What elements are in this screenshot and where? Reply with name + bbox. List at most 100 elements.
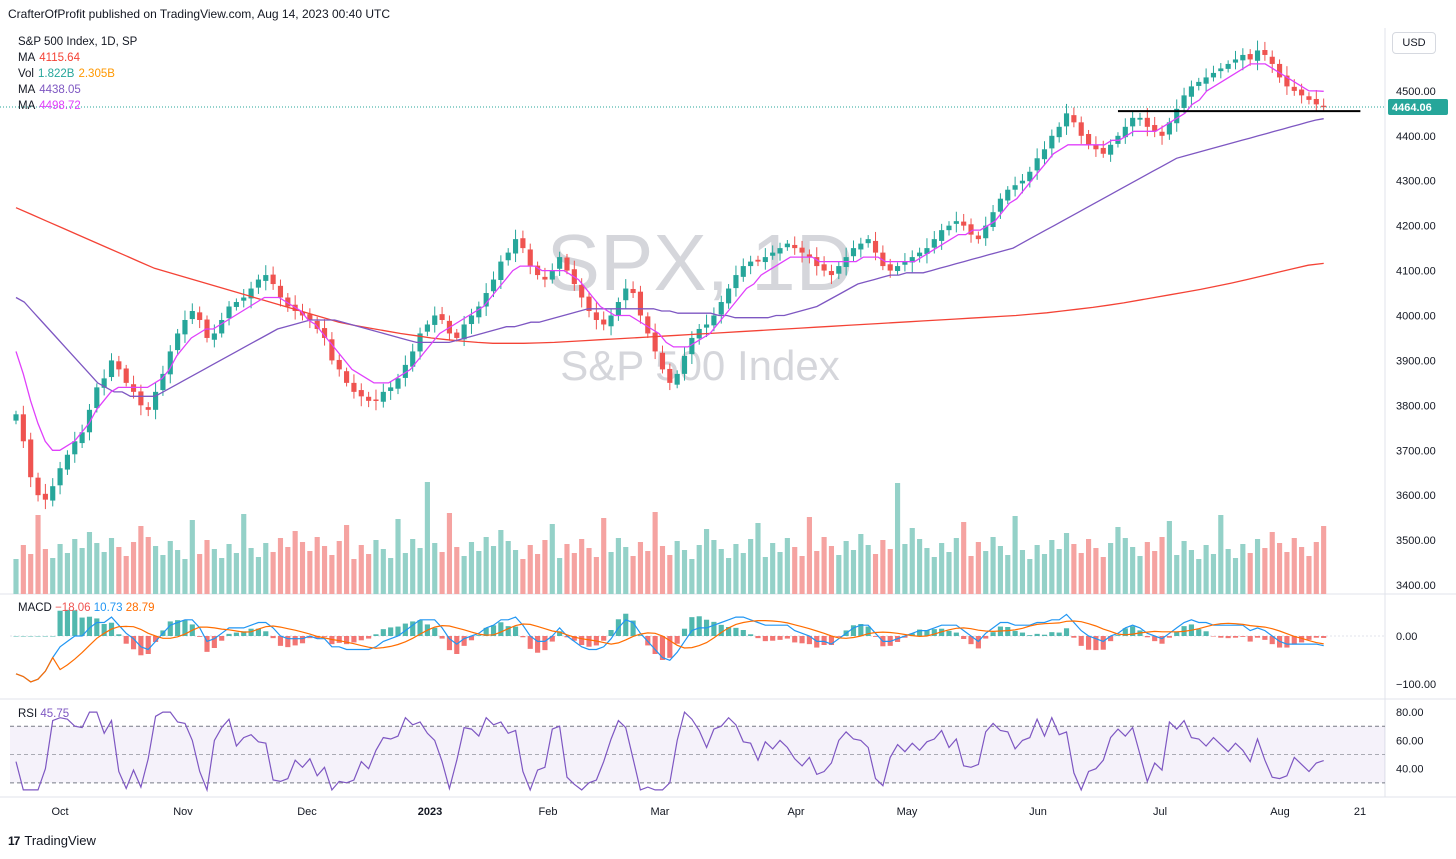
candle-body xyxy=(1196,81,1202,86)
volume-bar xyxy=(439,552,445,594)
macd-histogram-bar xyxy=(909,633,915,636)
candle-body xyxy=(336,359,342,370)
macd-histogram-bar xyxy=(608,630,614,636)
macd-histogram-bar xyxy=(1299,636,1305,643)
macd-histogram-bar xyxy=(924,630,930,636)
volume-bar xyxy=(204,540,210,594)
candle-body xyxy=(1218,68,1224,72)
macd-histogram-bar xyxy=(285,636,291,648)
volume-bar xyxy=(748,539,754,594)
volume-bar xyxy=(755,523,761,594)
macd-histogram-bar xyxy=(1085,636,1092,650)
time-tick-label: May xyxy=(897,806,918,818)
macd-histogram-bar xyxy=(211,636,217,648)
volume-bar xyxy=(527,545,533,594)
macd-histogram-bar xyxy=(806,636,812,645)
volume-bar xyxy=(1012,516,1018,594)
vol-legend: Vol 1.822B 2.305B xyxy=(18,66,137,82)
macd-histogram-bar xyxy=(336,636,342,643)
candle-body xyxy=(366,396,372,401)
candle-body xyxy=(806,254,812,258)
macd-histogram-bar xyxy=(263,631,269,636)
currency-button[interactable]: USD xyxy=(1392,32,1436,54)
candle-body xyxy=(645,316,651,334)
ma1-legend: MA 4115.64 xyxy=(18,50,137,66)
macd-histogram-bar xyxy=(1291,636,1297,645)
macd-histogram-bar xyxy=(740,630,746,636)
volume-bar xyxy=(968,556,974,594)
candle-body xyxy=(116,361,122,370)
candle-body xyxy=(94,387,100,409)
volume-bar xyxy=(1188,550,1194,594)
macd-histogram-bar xyxy=(1262,636,1268,640)
macd-histogram-bar xyxy=(1012,630,1018,636)
macd-histogram-bar xyxy=(961,636,967,639)
candle-body xyxy=(887,264,893,271)
candle-body xyxy=(219,319,225,334)
candle-body xyxy=(314,320,320,329)
macd-histogram-bar xyxy=(344,636,350,645)
time-tick-label: Feb xyxy=(539,806,558,818)
macd-histogram-bar xyxy=(674,636,680,644)
price-tick-label: 4100.00 xyxy=(1396,266,1436,278)
candle-body xyxy=(255,279,262,288)
volume-bar xyxy=(696,545,702,594)
price-tick-label: 3900.00 xyxy=(1396,355,1436,367)
macd-histogram-bar xyxy=(1196,629,1202,636)
candle-body xyxy=(123,368,129,383)
macd-histogram-bar xyxy=(931,629,937,636)
volume-bar xyxy=(828,546,835,594)
volume-bar xyxy=(931,557,937,594)
macd-histogram-bar xyxy=(1034,633,1040,636)
volume-bar xyxy=(1166,521,1172,594)
price-tick-label: 4000.00 xyxy=(1396,310,1436,322)
macd-histogram-bar xyxy=(1240,636,1246,637)
last-price-label: 4464.06 xyxy=(1392,102,1432,114)
volume-bar xyxy=(659,546,666,594)
candle-body xyxy=(814,257,820,267)
macd-histogram-bar xyxy=(512,626,519,636)
candle-body xyxy=(1203,77,1209,84)
candle-body xyxy=(138,391,144,406)
macd-histogram-bar xyxy=(1321,636,1327,638)
volume-bar xyxy=(512,550,519,594)
macd-histogram-bar xyxy=(13,636,19,637)
candle-body xyxy=(674,373,680,385)
candle-body xyxy=(1152,125,1158,132)
macd-histogram-bar xyxy=(299,636,306,644)
candle-body xyxy=(167,351,173,375)
time-tick-label: Aug xyxy=(1270,806,1290,818)
candle-body xyxy=(630,288,636,294)
candle-body xyxy=(1232,59,1239,63)
volume-bar xyxy=(520,559,526,594)
candle-body xyxy=(792,244,798,249)
candle-body xyxy=(432,315,438,325)
volume-bar xyxy=(226,544,232,594)
macd-histogram-bar xyxy=(1063,628,1070,636)
macd-histogram-bar xyxy=(505,626,511,636)
volume-bar xyxy=(1232,558,1239,594)
macd-line xyxy=(15,613,1324,683)
ma2-label: MA xyxy=(18,84,36,96)
candle-body xyxy=(211,333,217,340)
price-tick-label: 4500.00 xyxy=(1396,86,1436,98)
candle-body xyxy=(153,391,159,410)
volume-bar xyxy=(255,557,262,594)
candle-body xyxy=(1166,122,1172,135)
candle-body xyxy=(872,240,879,253)
macd-histogram-bar xyxy=(219,636,225,641)
footer-brand[interactable]: 17 TradingView xyxy=(8,833,96,848)
macd-histogram-bar xyxy=(86,616,93,636)
price-tick-label: 3500.00 xyxy=(1396,535,1436,547)
volume-bar xyxy=(1210,554,1217,594)
candle-body xyxy=(512,239,519,254)
ma2-legend: MA 4438.05 xyxy=(18,82,137,98)
publish-header: CrafterOfProfit published on TradingView… xyxy=(8,7,390,21)
candle-body xyxy=(748,261,754,267)
volume-bar xyxy=(79,548,85,594)
price-tick-label: 3700.00 xyxy=(1396,445,1436,457)
rsi-tick-label: 60.00 xyxy=(1396,735,1424,747)
macd-histogram-bar xyxy=(711,621,717,636)
macd-histogram-bar xyxy=(130,636,137,650)
